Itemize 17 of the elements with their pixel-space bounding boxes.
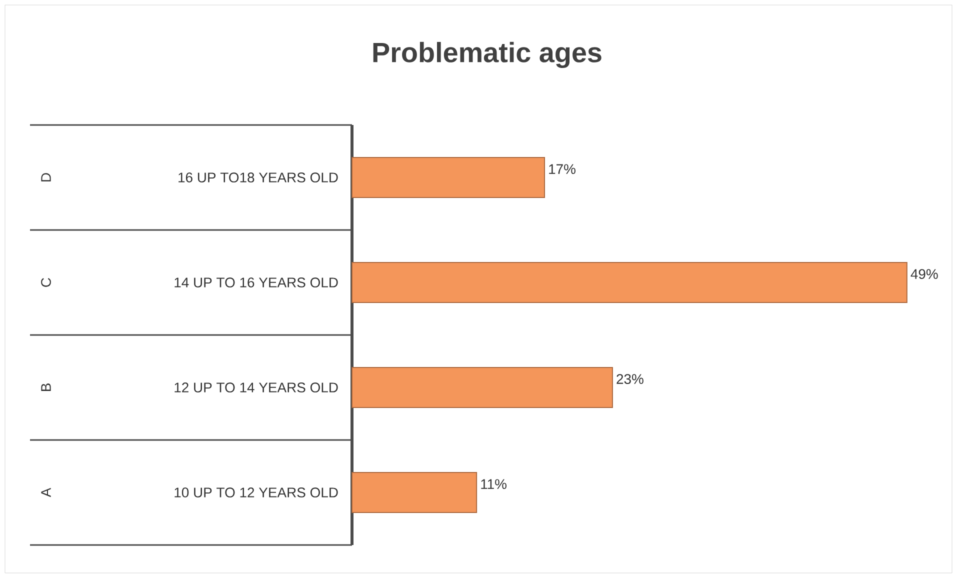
data-label: 49% bbox=[910, 269, 938, 279]
text: B bbox=[41, 384, 51, 391]
y-tick-label: 16 UP TO18 YEARS OLD bbox=[178, 172, 338, 182]
chart-title: Problematic ages bbox=[373, 42, 602, 68]
data-label: 11% bbox=[481, 479, 506, 489]
text: D bbox=[41, 173, 51, 182]
y-tick-label: 10 UP TO 12 YEARS OLD bbox=[174, 488, 338, 498]
bar bbox=[352, 366, 613, 408]
text: C bbox=[41, 278, 51, 287]
data-label: 23% bbox=[616, 374, 644, 384]
text: A bbox=[41, 488, 51, 498]
data-label: 17% bbox=[549, 164, 576, 174]
bar bbox=[352, 156, 546, 198]
y-tick-label: 12 UP TO 14 YEARS OLD bbox=[174, 382, 338, 392]
bar bbox=[352, 472, 478, 513]
bar bbox=[352, 262, 908, 303]
y-tick-label: 14 UP TO 16 YEARS OLD bbox=[174, 278, 338, 288]
